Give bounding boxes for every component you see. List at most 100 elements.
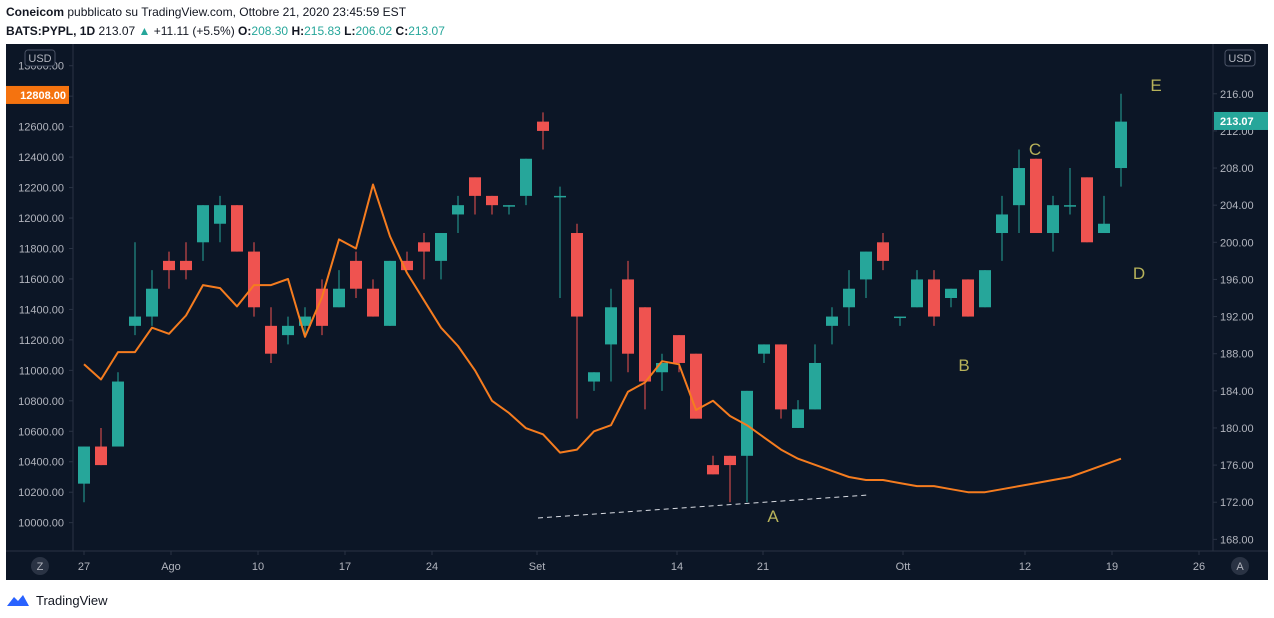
right-tick-label: 180.00 — [1220, 423, 1254, 435]
wave-labels: A B C D E — [767, 76, 1161, 526]
candle-body — [197, 205, 209, 243]
left-corner-button[interactable]: Z — [31, 557, 49, 575]
tradingview-logo-icon[interactable] — [6, 592, 30, 608]
wave-label-b: B — [958, 356, 969, 375]
candle-body — [333, 288, 345, 308]
candle-body — [282, 325, 294, 336]
price-chart[interactable]: 13000.0012800.0012600.0012400.0012200.00… — [6, 44, 1268, 580]
left-tick-label: 12400.00 — [18, 152, 64, 164]
auto-scale-icon: A — [1236, 561, 1244, 573]
candle-body — [962, 279, 974, 317]
publisher-name[interactable]: Coneicom — [6, 5, 65, 19]
symbol-label[interactable]: BATS:PYPL, 1D — [6, 24, 96, 38]
candle-body — [1098, 223, 1110, 234]
wave-label-a: A — [767, 507, 779, 526]
candle-body — [588, 372, 600, 382]
right-tick-label: 172.00 — [1220, 497, 1254, 509]
candle-body — [503, 205, 515, 207]
last-price: 213.07 — [98, 24, 136, 38]
candle-body — [843, 288, 855, 308]
open-label: O: — [238, 24, 252, 38]
time-tick-label: Ago — [161, 561, 181, 573]
candle-body — [367, 288, 379, 317]
candle-body — [724, 455, 736, 466]
chart-header: Coneicom pubblicato su TradingView.com, … — [6, 4, 1268, 40]
wave-label-d: D — [1133, 264, 1145, 283]
close-value: 213.07 — [408, 24, 445, 38]
right-tick-label: 188.00 — [1220, 349, 1254, 361]
candle-body — [758, 344, 770, 354]
candle-body — [945, 288, 957, 298]
publish-info: pubblicato su TradingView.com, Ottobre 2… — [67, 5, 407, 19]
candle-body — [231, 205, 243, 252]
high-value: 215.83 — [304, 24, 341, 38]
candle-body — [605, 307, 617, 345]
right-tick-label: 168.00 — [1220, 534, 1254, 546]
candle-body — [894, 316, 906, 319]
change-value: +11.11 (+5.5%) — [153, 24, 235, 38]
right-tick-label: 208.00 — [1220, 163, 1254, 175]
candle-body — [146, 288, 158, 317]
candle-body — [979, 270, 991, 308]
candle-body — [996, 214, 1008, 234]
time-tick-label: 10 — [252, 561, 264, 573]
time-tick-label: 19 — [1106, 561, 1118, 573]
candle-body — [1115, 121, 1127, 169]
publish-line: Coneicom pubblicato su TradingView.com, … — [6, 4, 1268, 20]
time-tick-label: Ott — [896, 561, 911, 573]
left-tick-label: 11400.00 — [19, 304, 64, 316]
wave-label-c: C — [1029, 140, 1041, 159]
left-price-scale[interactable]: 13000.0012800.0012600.0012400.0012200.00… — [18, 61, 73, 530]
left-tick-label: 10400.00 — [18, 457, 64, 469]
left-tick-label: 11800.00 — [19, 243, 64, 255]
candle-body — [809, 362, 821, 410]
candle-body — [452, 205, 464, 215]
candle-body — [520, 158, 532, 196]
footer: TradingView — [6, 588, 108, 612]
wave-label-e: E — [1150, 76, 1161, 95]
chart-panel[interactable]: 13000.0012800.0012600.0012400.0012200.00… — [6, 44, 1268, 580]
left-currency-badge[interactable]: USD — [24, 49, 56, 67]
chart-background — [6, 44, 1268, 580]
right-tick-label: 176.00 — [1220, 460, 1254, 472]
time-axis[interactable]: 27 Ago 10 17 24 Set 14 21 Ott 12 19 26 — [78, 551, 1205, 573]
right-current-price: 213.07 — [1220, 116, 1254, 128]
overlay-layer — [83, 183, 1122, 494]
candle-body — [1013, 168, 1025, 206]
candle-body — [180, 260, 192, 271]
right-price-scale[interactable]: 216.00212.00208.00204.00200.00196.00192.… — [1213, 89, 1254, 547]
change-arrow-icon: ▲ — [138, 24, 151, 38]
candle-body — [860, 251, 872, 280]
ohlc-line: BATS:PYPL, 1D 213.07 ▲ +11.11 (+5.5%) O:… — [6, 22, 1268, 40]
candle-body — [554, 195, 566, 198]
left-tick-label: 11200.00 — [19, 335, 64, 347]
trend-line[interactable] — [537, 494, 869, 519]
footer-brand[interactable]: TradingView — [36, 592, 108, 608]
candle-body — [911, 279, 923, 308]
candle-body — [792, 409, 804, 428]
right-corner-button[interactable]: A — [1231, 557, 1249, 575]
time-tick-label: 26 — [1193, 561, 1205, 573]
left-currency-label: USD — [28, 53, 51, 65]
left-tick-label: 10000.00 — [18, 518, 64, 530]
candle-body — [384, 260, 396, 326]
left-tick-label: 12200.00 — [18, 183, 64, 195]
candle-body — [826, 316, 838, 326]
left-tick-label: 10200.00 — [18, 487, 64, 499]
candle-body — [707, 465, 719, 475]
close-label: C: — [395, 24, 409, 38]
time-tick-label: 27 — [78, 561, 90, 573]
right-tick-label: 216.00 — [1220, 89, 1254, 101]
left-current-price-tag: 12808.00 — [6, 85, 69, 104]
left-current-price: 12808.00 — [20, 90, 66, 102]
candle-body — [435, 233, 447, 261]
candle-body — [571, 233, 583, 317]
right-currency-badge[interactable]: USD — [1224, 49, 1256, 67]
right-tick-label: 192.00 — [1220, 312, 1254, 324]
left-tick-label: 11000.00 — [19, 365, 64, 377]
candle-body — [112, 381, 124, 447]
candle-body — [129, 316, 141, 326]
candle-body — [639, 307, 651, 382]
candle-body — [469, 177, 481, 196]
left-tick-label: 12000.00 — [18, 213, 64, 225]
